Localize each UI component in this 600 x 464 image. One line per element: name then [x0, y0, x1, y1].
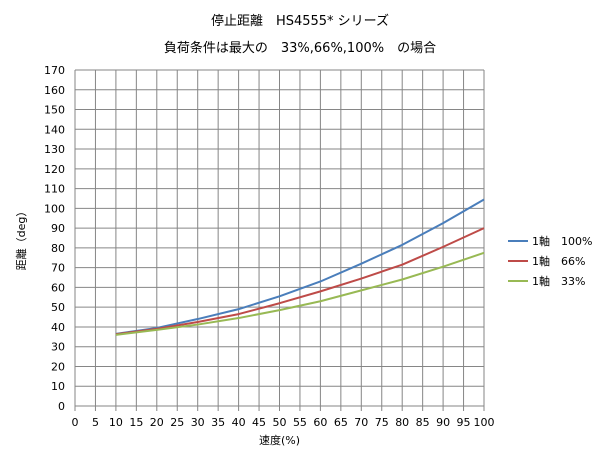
y-tick-label: 50	[51, 301, 65, 314]
x-tick-label: 30	[191, 416, 205, 429]
x-tick-label: 35	[211, 416, 225, 429]
y-tick-label: 160	[44, 84, 65, 97]
y-tick-label: 0	[58, 400, 65, 413]
y-tick-label: 120	[44, 163, 65, 176]
y-tick-label: 90	[51, 222, 65, 235]
x-tick-label: 0	[72, 416, 79, 429]
y-axis-label: 距離（deg）	[14, 206, 28, 271]
x-tick-label: 60	[313, 416, 327, 429]
x-tick-label: 40	[232, 416, 246, 429]
y-tick-label: 10	[51, 380, 65, 393]
x-tick-label: 15	[129, 416, 143, 429]
y-tick-label: 100	[44, 202, 65, 215]
x-tick-label: 45	[252, 416, 266, 429]
chart-subtitle: 負荷条件は最大の 33%,66%,100% の場合	[163, 41, 437, 56]
legend-label: 1軸 66%	[532, 254, 585, 268]
series-line-0	[115, 198, 485, 335]
x-tick-label: 90	[436, 416, 450, 429]
x-tick-label: 50	[273, 416, 287, 429]
x-tick-label: 70	[354, 416, 368, 429]
series-line-1	[115, 227, 485, 336]
y-tick-label: 70	[51, 262, 65, 275]
x-tick-label: 10	[109, 416, 123, 429]
y-tick-label: 110	[44, 183, 65, 196]
x-tick-label: 85	[416, 416, 430, 429]
y-tick-label: 20	[51, 360, 65, 373]
chart-title: 停止距離 HS4555* シリーズ	[210, 14, 390, 29]
y-tick-label: 60	[51, 281, 65, 294]
y-tick-label: 30	[51, 341, 65, 354]
legend-label: 1軸 33%	[532, 274, 585, 288]
y-tick-label: 40	[51, 321, 65, 334]
x-tick-label: 95	[457, 416, 471, 429]
x-tick-label: 80	[395, 416, 409, 429]
x-tick-label: 100	[474, 416, 495, 429]
series-line-2	[115, 251, 485, 336]
x-tick-label: 75	[375, 416, 389, 429]
y-tick-label: 130	[44, 143, 65, 156]
x-tick-label: 25	[170, 416, 184, 429]
x-tick-label: 5	[92, 416, 99, 429]
y-tick-label: 80	[51, 242, 65, 255]
legend-label: 1軸 100%	[532, 234, 592, 248]
y-tick-label: 150	[44, 104, 65, 117]
x-tick-label: 55	[293, 416, 307, 429]
x-tick-label: 65	[334, 416, 348, 429]
y-tick-label: 170	[44, 64, 65, 77]
y-tick-label: 140	[44, 123, 65, 136]
x-axis-label: 速度(%)	[259, 433, 300, 447]
x-tick-label: 20	[150, 416, 164, 429]
